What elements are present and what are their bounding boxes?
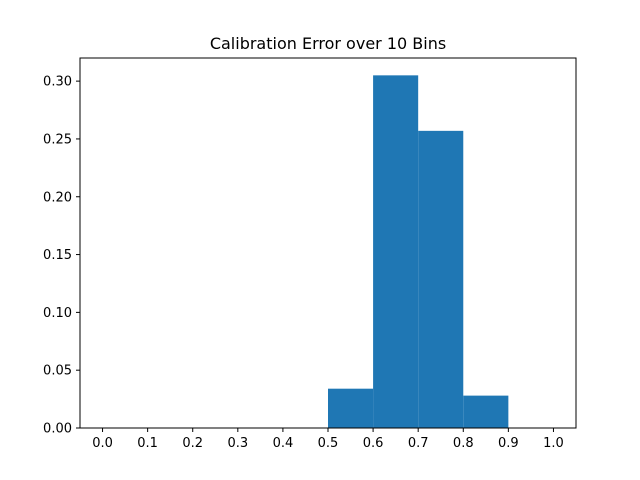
y-tick-label: 0.05 xyxy=(43,364,72,379)
x-tick-label: 0.9 xyxy=(498,436,519,451)
x-tick-label: 0.0 xyxy=(92,436,113,451)
bar-bin-6 xyxy=(373,75,419,428)
x-tick-label: 1.0 xyxy=(543,436,564,451)
bar-bin-5 xyxy=(328,388,374,428)
x-tick-label: 0.5 xyxy=(318,436,339,451)
y-tick-label: 0.20 xyxy=(43,190,72,205)
x-tick-label: 0.7 xyxy=(408,436,429,451)
bar-bin-7 xyxy=(418,130,464,428)
chart-title: Calibration Error over 10 Bins xyxy=(210,34,446,53)
y-tick-label: 0.30 xyxy=(43,75,72,90)
y-tick-label: 0.10 xyxy=(43,306,72,321)
y-tick-label: 0.00 xyxy=(43,422,72,437)
y-axis: 0.00 0.05 0.10 0.15 0.20 0.25 0.30 xyxy=(43,75,80,437)
x-tick-label: 0.6 xyxy=(363,436,384,451)
x-tick-label: 0.3 xyxy=(227,436,248,451)
x-tick-label: 0.8 xyxy=(453,436,474,451)
plot-frame xyxy=(79,57,577,429)
x-tick-label: 0.4 xyxy=(273,436,294,451)
x-axis: 0.0 0.1 0.2 0.3 0.4 0.5 0.6 0.7 0.8 0.9 1.0 xyxy=(92,428,564,451)
y-tick-label: 0.15 xyxy=(43,248,72,263)
bars-group xyxy=(328,75,509,428)
y-tick-label: 0.25 xyxy=(43,132,72,147)
x-tick-label: 0.1 xyxy=(137,436,158,451)
bar-bin-8 xyxy=(463,395,509,428)
x-tick-label: 0.2 xyxy=(182,436,203,451)
